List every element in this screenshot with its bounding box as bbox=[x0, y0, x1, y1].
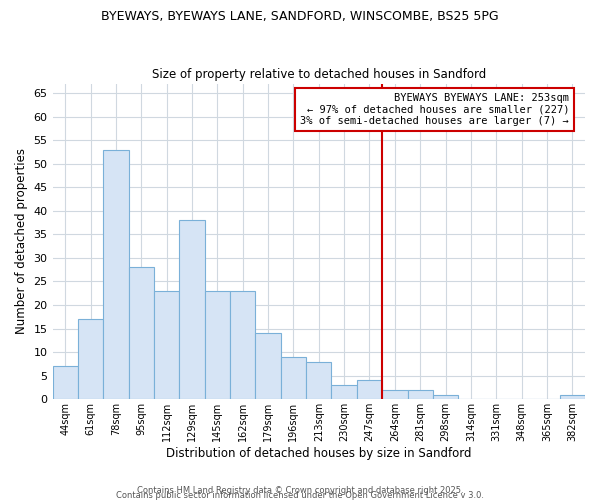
Text: BYEWAYS BYEWAYS LANE: 253sqm
← 97% of detached houses are smaller (227)
3% of se: BYEWAYS BYEWAYS LANE: 253sqm ← 97% of de… bbox=[300, 93, 569, 126]
Bar bbox=[128, 268, 154, 400]
Text: BYEWAYS, BYEWAYS LANE, SANDFORD, WINSCOMBE, BS25 5PG: BYEWAYS, BYEWAYS LANE, SANDFORD, WINSCOM… bbox=[101, 10, 499, 23]
Text: Contains public sector information licensed under the Open Government Licence v : Contains public sector information licen… bbox=[116, 491, 484, 500]
Title: Size of property relative to detached houses in Sandford: Size of property relative to detached ho… bbox=[152, 68, 486, 81]
Bar bbox=[230, 291, 256, 400]
Y-axis label: Number of detached properties: Number of detached properties bbox=[15, 148, 28, 334]
X-axis label: Distribution of detached houses by size in Sandford: Distribution of detached houses by size … bbox=[166, 447, 472, 460]
Bar bbox=[103, 150, 128, 400]
Bar bbox=[179, 220, 205, 400]
Bar bbox=[281, 357, 306, 400]
Bar bbox=[205, 291, 230, 400]
Bar bbox=[78, 319, 103, 400]
Bar bbox=[407, 390, 433, 400]
Bar bbox=[560, 394, 585, 400]
Bar bbox=[306, 362, 331, 400]
Bar bbox=[357, 380, 382, 400]
Bar bbox=[433, 394, 458, 400]
Bar bbox=[256, 334, 281, 400]
Text: Contains HM Land Registry data © Crown copyright and database right 2025.: Contains HM Land Registry data © Crown c… bbox=[137, 486, 463, 495]
Bar bbox=[331, 385, 357, 400]
Bar bbox=[53, 366, 78, 400]
Bar bbox=[154, 291, 179, 400]
Bar bbox=[382, 390, 407, 400]
